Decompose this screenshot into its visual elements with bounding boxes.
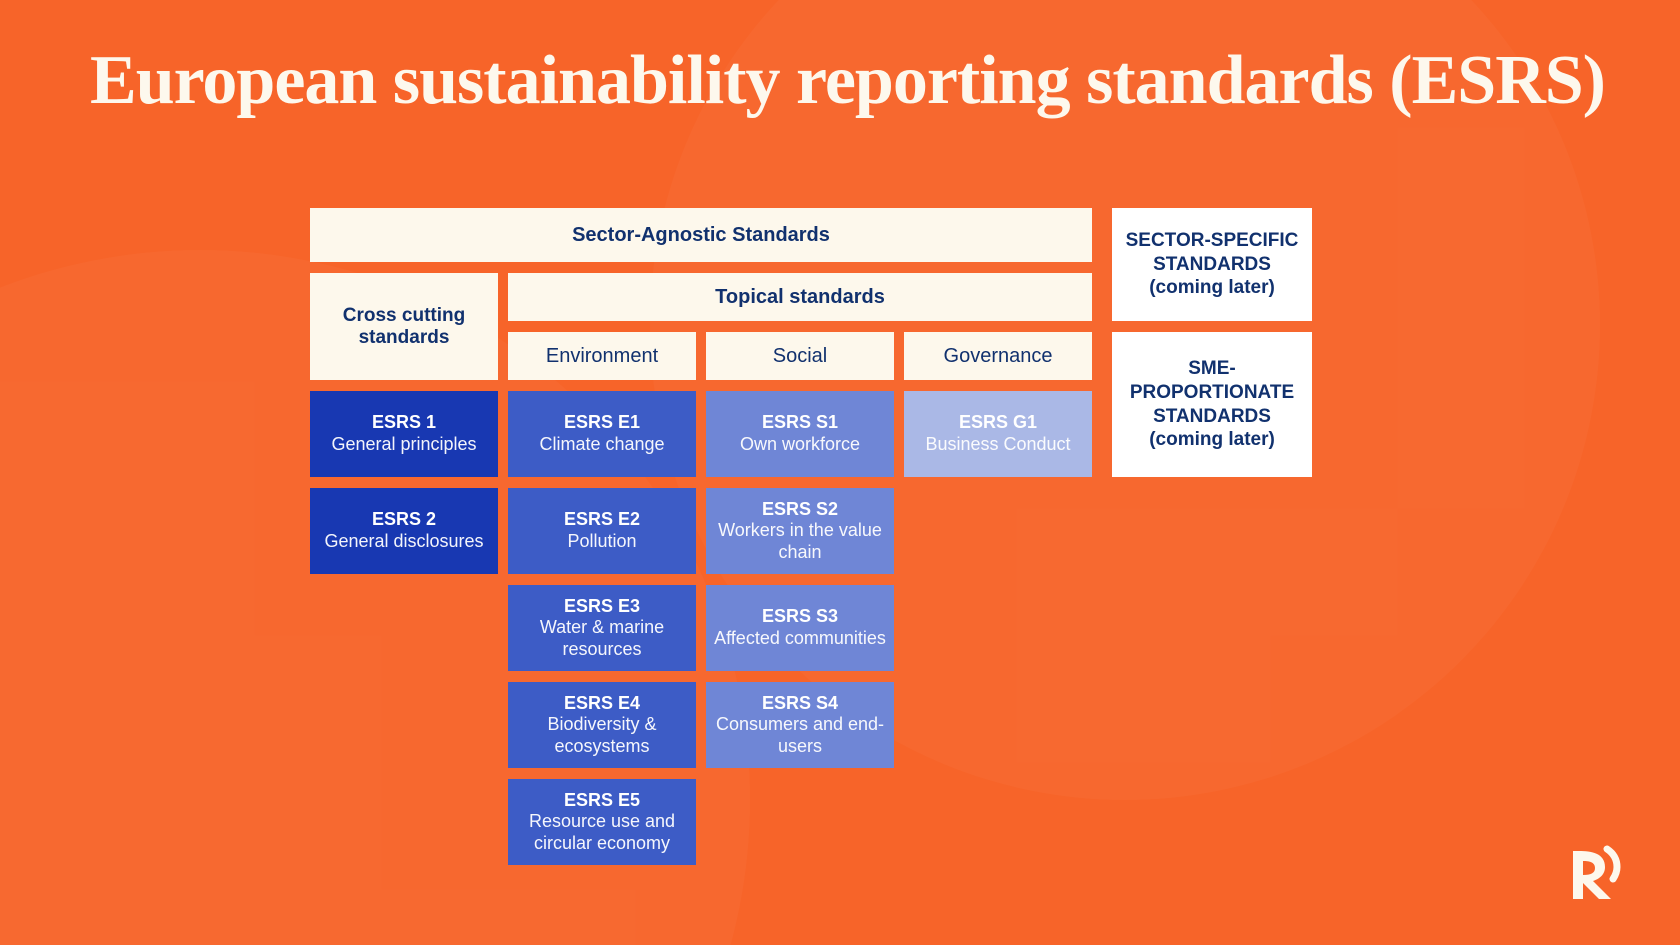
header-social: Social <box>706 332 894 380</box>
card-esrs-s3: ESRS S3 Affected communities <box>706 585 894 671</box>
header-environment: Environment <box>508 332 696 380</box>
card-esrs-e3: ESRS E3 Water & marine resources <box>508 585 696 671</box>
card-code: ESRS E5 <box>564 790 640 812</box>
box-sector-specific: SECTOR-SPECIFIC STANDARDS (coming later) <box>1112 208 1312 321</box>
card-esrs-e2: ESRS E2 Pollution <box>508 488 696 574</box>
card-label: Business Conduct <box>925 434 1070 456</box>
brand-logo-icon <box>1561 841 1625 905</box>
header-cross-cutting: Cross cutting standards <box>310 273 498 380</box>
header-topical: Topical standards <box>508 273 1092 321</box>
card-label: Climate change <box>539 434 664 456</box>
card-code: ESRS S2 <box>762 499 838 521</box>
card-esrs-s2: ESRS S2 Workers in the value chain <box>706 488 894 574</box>
card-code: ESRS S3 <box>762 606 838 628</box>
card-code: ESRS E4 <box>564 693 640 715</box>
card-esrs-e1: ESRS E1 Climate change <box>508 391 696 477</box>
card-label: Biodiversity & ecosystems <box>516 714 688 757</box>
box-sme: SME-PROPORTIONATE STANDARDS (coming late… <box>1112 332 1312 477</box>
card-code: ESRS S4 <box>762 693 838 715</box>
card-code: ESRS E3 <box>564 596 640 618</box>
card-esrs-1: ESRS 1 General principles <box>310 391 498 477</box>
card-label: Affected communities <box>714 628 886 650</box>
card-code: ESRS S1 <box>762 412 838 434</box>
card-code: ESRS 2 <box>372 509 436 531</box>
card-label: Own workforce <box>740 434 860 456</box>
card-label: Consumers and end-users <box>714 714 886 757</box>
header-governance: Governance <box>904 332 1092 380</box>
card-esrs-e5: ESRS E5 Resource use and circular econom… <box>508 779 696 865</box>
card-esrs-g1: ESRS G1 Business Conduct <box>904 391 1092 477</box>
card-esrs-s4: ESRS S4 Consumers and end-users <box>706 682 894 768</box>
card-code: ESRS E1 <box>564 412 640 434</box>
card-label: Workers in the value chain <box>714 520 886 563</box>
header-sector-agnostic: Sector-Agnostic Standards <box>310 208 1092 262</box>
card-code: ESRS E2 <box>564 509 640 531</box>
card-esrs-e4: ESRS E4 Biodiversity & ecosystems <box>508 682 696 768</box>
card-label: General disclosures <box>324 531 483 553</box>
card-label: General principles <box>331 434 476 456</box>
card-esrs-2: ESRS 2 General disclosures <box>310 488 498 574</box>
card-label: Water & marine resources <box>516 617 688 660</box>
card-code: ESRS G1 <box>959 412 1037 434</box>
card-label: Resource use and circular economy <box>516 811 688 854</box>
standards-grid: Sector-Agnostic Standards Topical standa… <box>310 208 1312 876</box>
page-title: European sustainability reporting standa… <box>90 45 1605 116</box>
card-label: Pollution <box>567 531 636 553</box>
card-esrs-s1: ESRS S1 Own workforce <box>706 391 894 477</box>
card-code: ESRS 1 <box>372 412 436 434</box>
